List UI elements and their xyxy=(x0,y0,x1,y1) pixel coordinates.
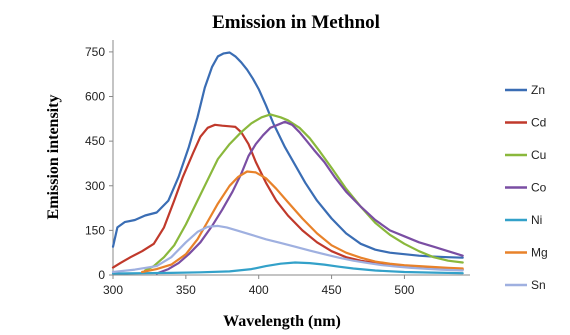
series-line-zn xyxy=(111,51,464,259)
y-axis-label: Emission intensity xyxy=(45,95,62,220)
y-tick-label: 300 xyxy=(85,179,105,193)
series-line-co xyxy=(155,120,464,275)
y-tick-label: 0 xyxy=(98,268,105,282)
series-lines xyxy=(111,51,464,275)
x-tick-label: 400 xyxy=(249,283,269,297)
y-tick-label: 750 xyxy=(85,45,105,59)
y-tick-label: 150 xyxy=(85,223,105,237)
x-tick-label: 450 xyxy=(322,283,342,297)
axes: 0 150 300 450 600 750 300 350 400 450 500 xyxy=(85,40,470,297)
legend-label-ni: Ni xyxy=(531,213,542,227)
legend-label-zn: Zn xyxy=(531,83,545,97)
legend-label-mg: Mg xyxy=(531,246,548,260)
y-tick-label: 600 xyxy=(85,90,105,104)
series-line-sn xyxy=(111,224,464,274)
legend-label-co: Co xyxy=(531,181,547,195)
y-tick-label: 450 xyxy=(85,134,105,148)
legend-label-sn: Sn xyxy=(531,278,546,292)
x-tick-label: 350 xyxy=(176,283,196,297)
series-line-cu xyxy=(144,113,464,272)
legend-label-cu: Cu xyxy=(531,148,546,162)
series-line-mg xyxy=(141,170,464,274)
x-axis-label: Wavelength (nm) xyxy=(223,313,341,330)
series-line-ni xyxy=(111,261,464,275)
chart-title: Emission in Methnol xyxy=(212,12,380,33)
x-tick-label: 300 xyxy=(103,283,123,297)
legend: Zn Cd Cu Co Ni Mg Sn xyxy=(505,83,548,292)
legend-label-cd: Cd xyxy=(531,116,546,130)
x-tick-label: 500 xyxy=(394,283,414,297)
